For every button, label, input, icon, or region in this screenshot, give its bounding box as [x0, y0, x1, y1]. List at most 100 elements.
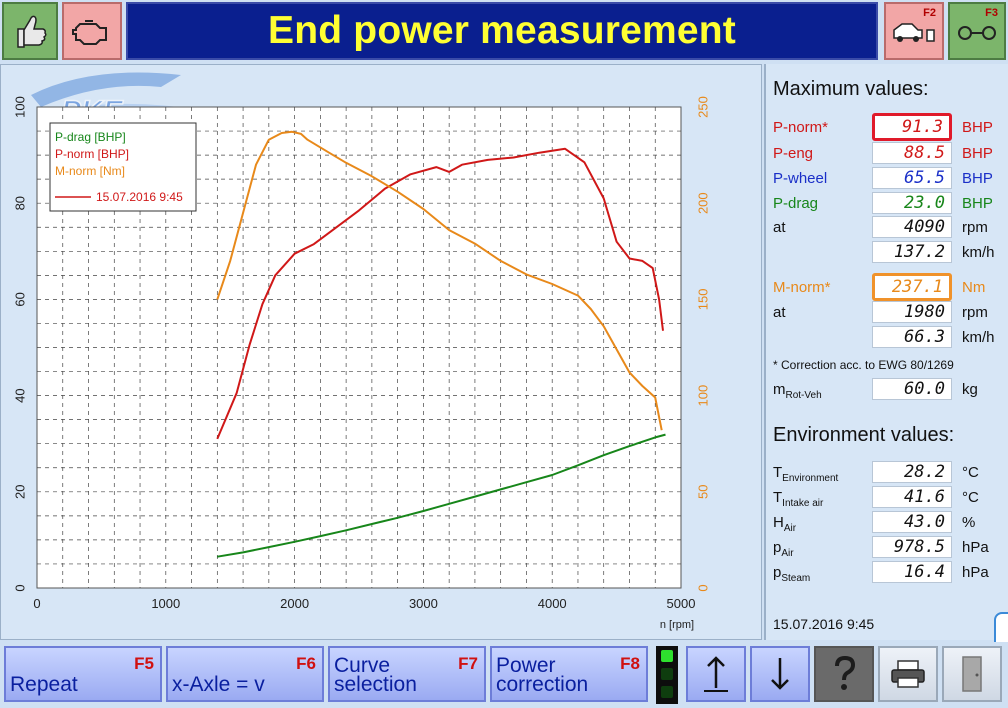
power-speed-value: 137.2 — [872, 241, 952, 263]
page-title-bar: End power measurement — [126, 2, 878, 60]
repeat-label: Repeat — [10, 673, 78, 696]
m-norm-label: M-norm* — [773, 279, 831, 296]
torque-speed-value: 66.3 — [872, 326, 952, 348]
engine-button[interactable] — [62, 2, 122, 60]
power-chart: PKE 010002000300040005000020406080100050… — [12, 72, 710, 631]
lamp-segment-1 — [661, 650, 673, 662]
y-left-tick-label: 60 — [12, 292, 27, 306]
m-norm-value: 237.1 — [872, 273, 952, 301]
y-right-tick-label: 100 — [695, 385, 710, 407]
legend-run-label: 15.07.2016 9:45 — [96, 190, 183, 204]
x-axle-button[interactable]: F6 x-Axle = v — [166, 646, 324, 702]
x-tick-label: 0 — [33, 596, 40, 611]
p-norm-unit: BHP — [962, 119, 993, 136]
thumbs-up-button[interactable] — [2, 2, 58, 60]
measurement-datetime: 15.07.2016 9:45 — [773, 616, 875, 632]
power-correction-key: F8 — [620, 654, 640, 673]
y-left-tick-label: 0 — [12, 584, 27, 591]
p-wheel-value: 65.5 — [872, 167, 952, 189]
x-tick-label: 2000 — [280, 596, 309, 611]
power-at-label: at — [773, 219, 786, 236]
lamp-segment-3 — [661, 686, 673, 698]
chart-tick-labels: 0 1000 2000 3000 4000 50000204060801000501001… — [12, 96, 710, 611]
p-air-label: pAir — [773, 539, 794, 559]
t-env-label-sub: Environment — [782, 473, 839, 484]
engine-icon — [72, 20, 107, 45]
p-air-unit: hPa — [962, 539, 989, 556]
x-axle-label: x-Axle = v — [172, 673, 265, 696]
chart-legend: P-drag [BHP] P-norm [BHP] M-norm [Nm] 15… — [49, 122, 197, 212]
y-left-tick-label: 100 — [12, 96, 27, 118]
vehicle-on-dyno-icon — [893, 23, 935, 42]
print-button[interactable] — [878, 646, 938, 702]
power-chart-panel: PKE 010002000300040005000020406080100050… — [0, 64, 762, 640]
rot-mass-unit: kg — [962, 381, 978, 398]
lamp-segment-2 — [661, 668, 673, 680]
repeat-key: F5 — [134, 654, 154, 673]
y-right-tick-label: 150 — [695, 289, 710, 311]
y-right-tick-label: 200 — [695, 192, 710, 214]
help-button[interactable] — [814, 646, 874, 702]
p-air-label-main: p — [773, 539, 782, 556]
question-mark-icon — [835, 655, 856, 690]
series-line-2 — [216, 130, 663, 431]
p-wheel-unit: BHP — [962, 170, 993, 187]
t-env-label-main: T — [773, 464, 783, 481]
torque-rpm-value: 1980 — [872, 301, 952, 323]
dyno-vehicle-button[interactable]: F2 — [884, 2, 944, 60]
series-line-0 — [217, 433, 666, 558]
p-eng-value: 88.5 — [872, 142, 952, 164]
x-tick-label: 4000 — [538, 596, 567, 611]
status-lamp — [656, 646, 678, 704]
power-rpm-value: 4090 — [872, 216, 952, 238]
h-air-row: HAir 43.0 % — [773, 511, 1008, 534]
printer-icon — [891, 660, 925, 688]
power-speed-row: 137.2 km/h — [773, 241, 1008, 264]
t-env-label: TEnvironment — [773, 464, 838, 484]
m-norm-unit: Nm — [962, 279, 986, 296]
rollers-button[interactable]: F3 — [948, 2, 1006, 60]
p-eng-label: P-eng — [773, 145, 814, 162]
h-air-unit: % — [962, 514, 976, 531]
t-intake-label: TIntake air — [773, 489, 823, 509]
p-wheel-row: P-wheel 65.5 BHP — [773, 167, 1008, 190]
rot-mass-value: 60.0 — [872, 378, 952, 400]
h-air-value: 43.0 — [872, 511, 952, 533]
y-right-tick-label: 0 — [695, 584, 710, 591]
door-icon — [962, 656, 982, 692]
torque-rpm-row: at 1980 rpm — [773, 301, 1008, 324]
t-intake-row: TIntake air 41.6 °C — [773, 486, 1008, 509]
x-tick-label: 5000 — [667, 596, 696, 611]
p-steam-label: pSteam — [773, 564, 810, 584]
t-env-row: TEnvironment 28.2 °C — [773, 461, 1008, 484]
curve-selection-label-2: selection — [334, 673, 417, 696]
arrow-up-button[interactable] — [686, 646, 746, 702]
p-steam-value: 16.4 — [872, 561, 952, 583]
correction-note: * Correction acc. to EWG 80/1269 — [773, 358, 954, 372]
p-air-value: 978.5 — [872, 536, 952, 558]
arrow-down-button[interactable] — [750, 646, 810, 702]
rot-mass-label-sub: Rot-Veh — [785, 390, 822, 401]
power-rpm-row: at 4090 rpm — [773, 216, 1008, 239]
power-correction-button[interactable]: F8 Power correction — [490, 646, 648, 702]
curve-selection-key: F7 — [458, 654, 478, 673]
p-drag-label: P-drag — [773, 195, 819, 212]
t-intake-unit: °C — [962, 489, 979, 506]
exit-door-button[interactable] — [942, 646, 1002, 702]
t-intake-value: 41.6 — [872, 486, 952, 508]
curve-selection-button[interactable]: F7 Curve selection — [328, 646, 486, 702]
p-steam-unit: hPa — [962, 564, 989, 581]
repeat-button[interactable]: F5 Repeat — [4, 646, 162, 702]
p-steam-label-main: p — [773, 564, 782, 581]
p-norm-value: 91.3 — [872, 113, 952, 141]
power-correction-label-2: correction — [496, 673, 589, 696]
f3-key-label: F3 — [985, 7, 998, 19]
x-tick-label: 1000 — [151, 596, 180, 611]
p-eng-row: P-eng 88.5 BHP — [773, 142, 1008, 165]
p-air-row: pAir 978.5 hPa — [773, 536, 1008, 559]
h-air-label-sub: Air — [783, 523, 797, 534]
torque-speed-unit: km/h — [962, 329, 995, 346]
p-drag-value: 23.0 — [872, 192, 952, 214]
values-panel: Maximum values: P-norm* 91.3 BHP P-eng 8… — [764, 64, 1008, 640]
x-axle-key: F6 — [296, 654, 316, 673]
